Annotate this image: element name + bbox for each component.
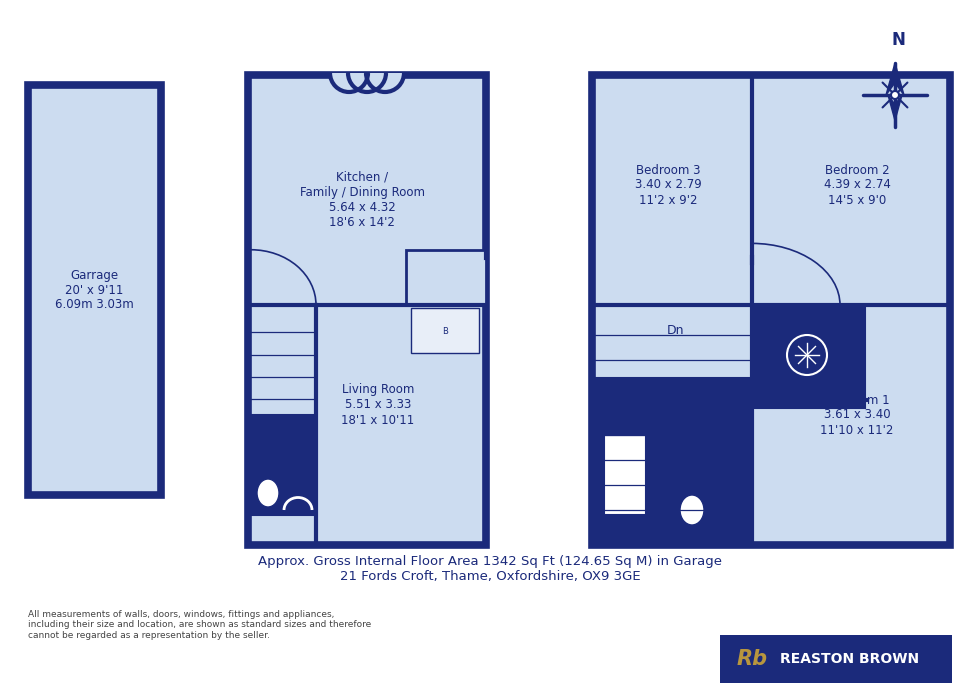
Text: Kitchen /
Family / Dining Room
5.64 x 4.32
18'6 x 14'2: Kitchen / Family / Dining Room 5.64 x 4.… [300, 171, 424, 229]
Bar [755, 308, 865, 408]
Text: Bedroom 1
3.61 x 3.40
11'10 x 11'2: Bedroom 1 3.61 x 3.40 11'10 x 11'2 [820, 394, 894, 437]
Bar [406, 250, 486, 305]
Ellipse shape [680, 495, 704, 525]
Text: B: B [442, 327, 448, 336]
Ellipse shape [257, 479, 279, 507]
Text: Rb: Rb [736, 649, 767, 669]
Text: Bedroom 3
3.40 x 2.79
11'2 x 9'2: Bedroom 3 3.40 x 2.79 11'2 x 9'2 [635, 163, 702, 206]
Text: Living Room
5.51 x 3.33
18'1 x 10'11: Living Room 5.51 x 3.33 18'1 x 10'11 [341, 383, 415, 426]
Text: All measurements of walls, doors, windows, fittings and appliances,
including th: All measurements of walls, doors, window… [28, 610, 371, 640]
Wedge shape [348, 73, 386, 92]
Bar [248, 75, 486, 545]
Text: Bedroom 2
4.39 x 2.74
14'5 x 9'0: Bedroom 2 4.39 x 2.74 14'5 x 9'0 [823, 163, 891, 206]
Text: N: N [891, 31, 905, 49]
Bar [250, 415, 314, 515]
Wedge shape [366, 73, 404, 92]
Polygon shape [886, 63, 904, 95]
Circle shape [891, 91, 899, 99]
Text: Up: Up [273, 459, 290, 471]
Bar [411, 308, 479, 353]
Bar [28, 85, 161, 495]
Polygon shape [888, 95, 902, 120]
Text: Dn: Dn [666, 323, 684, 336]
Wedge shape [330, 73, 368, 92]
Bar [595, 378, 749, 542]
Text: Garrage
20' x 9'11
6.09m 3.03m: Garrage 20' x 9'11 6.09m 3.03m [55, 268, 134, 311]
Bar [592, 75, 950, 545]
Text: Approx. Gross Internal Floor Area 1342 Sq Ft (124.65 Sq M) in Garage
21 Fords Cr: Approx. Gross Internal Floor Area 1342 S… [258, 555, 722, 583]
Circle shape [787, 335, 827, 375]
Bar [720, 635, 952, 683]
Text: REASTON BROWN: REASTON BROWN [780, 652, 919, 666]
Bar [604, 435, 646, 515]
